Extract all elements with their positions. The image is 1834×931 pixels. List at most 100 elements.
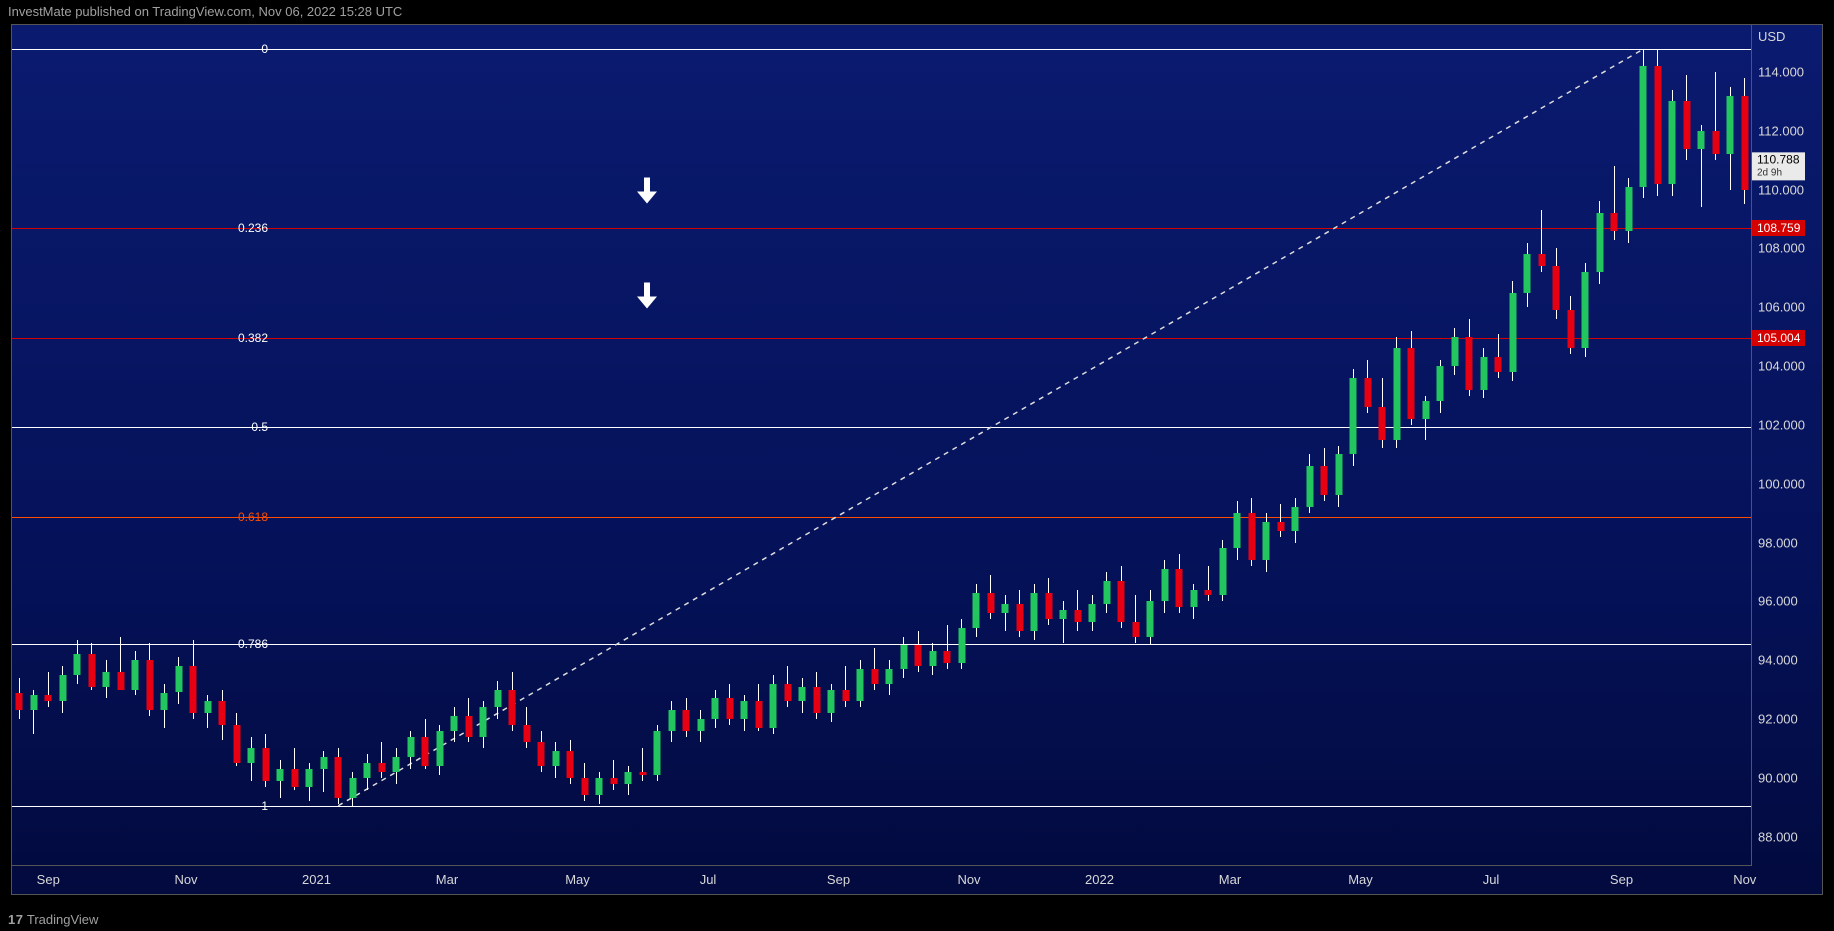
candle-body (1379, 407, 1386, 439)
footer-branding: 17 TradingView (8, 912, 98, 927)
x-tick-label: Nov (174, 872, 197, 887)
candle-body (915, 645, 922, 666)
candle-body (1335, 454, 1342, 495)
candle-body (364, 763, 371, 778)
candle-body (900, 645, 907, 669)
candle-body (712, 698, 719, 719)
candle-wick (642, 748, 643, 780)
candle-body (973, 593, 980, 628)
candle-body (320, 757, 327, 769)
fib-label: 0.618 (238, 510, 272, 524)
x-tick-label: 2022 (1085, 872, 1114, 887)
candle-body (1219, 548, 1226, 595)
candle-body (567, 751, 574, 777)
candle-wick (1208, 566, 1209, 601)
candle-body (596, 778, 603, 796)
candle-body (799, 687, 806, 702)
candle-body (784, 684, 791, 702)
candle-body (639, 772, 646, 775)
candle-body (422, 737, 429, 766)
fib-line (12, 338, 1752, 339)
candle-body (668, 710, 675, 731)
y-tick-label: 92.000 (1758, 711, 1798, 726)
candle-body (1611, 213, 1618, 231)
candle-body (1031, 593, 1038, 631)
candle-body (1016, 604, 1023, 630)
candle-body (1161, 569, 1168, 601)
candle-body (74, 654, 81, 675)
candle-body (436, 731, 443, 766)
candle-body (175, 666, 182, 692)
candle-body (1553, 266, 1560, 310)
candle-body (248, 748, 255, 763)
candle-body (1364, 378, 1371, 407)
x-tick-label: Jul (1483, 872, 1500, 887)
candle-body (1306, 466, 1313, 507)
candle-body (117, 672, 124, 690)
candle-body (842, 690, 849, 702)
candle-body (1277, 522, 1284, 531)
y-tick-label: 104.000 (1758, 359, 1805, 374)
candle-body (987, 593, 994, 614)
candle-body (726, 698, 733, 719)
candle-body (1118, 581, 1125, 622)
candle-body (1640, 66, 1647, 187)
candle-body (480, 707, 487, 736)
candle-body (1495, 357, 1502, 372)
candle-body (770, 684, 777, 728)
fib-line (12, 49, 1752, 50)
candle-body (161, 693, 168, 711)
candle-body (1089, 604, 1096, 622)
candle-body (1248, 513, 1255, 560)
x-tick-label: Jul (700, 872, 717, 887)
y-tick-label: 110.000 (1758, 182, 1804, 197)
candle-body (1190, 590, 1197, 608)
x-tick-label: Nov (1733, 872, 1756, 887)
candle-body (741, 701, 748, 719)
candle-body (1234, 513, 1241, 548)
fib-label: 0.5 (251, 420, 272, 434)
x-tick-label: Sep (1610, 872, 1633, 887)
candle-body (1712, 131, 1719, 155)
fib-line (12, 427, 1752, 428)
fib-price-tag: 105.004 (1752, 330, 1805, 346)
fib-price-tag: 108.759 (1752, 220, 1805, 236)
candle-body (349, 778, 356, 799)
plot-area[interactable]: 00.2360.3820.50.6180.7861 (12, 25, 1752, 866)
x-tick-label: May (1348, 872, 1373, 887)
candle-body (538, 742, 545, 766)
candle-body (1654, 66, 1661, 184)
y-tick-label: 96.000 (1758, 594, 1798, 609)
candle-body (552, 751, 559, 766)
candle-body (1074, 610, 1081, 622)
candle-body (1350, 378, 1357, 454)
candle-body (683, 710, 690, 731)
candle-wick (48, 672, 49, 707)
candle-wick (1280, 504, 1281, 536)
candle-body (610, 778, 617, 784)
candle-body (1408, 348, 1415, 419)
y-tick-label: 100.000 (1758, 476, 1805, 491)
fib-label: 0.236 (238, 221, 272, 235)
candle-body (958, 628, 965, 663)
candle-body (1596, 213, 1603, 272)
candle-body (828, 690, 835, 714)
y-tick-label: 90.000 (1758, 770, 1798, 785)
candle-body (16, 693, 23, 711)
footer-label: TradingView (27, 912, 99, 927)
y-tick-label: 94.000 (1758, 653, 1798, 668)
candle-body (1147, 601, 1154, 636)
candle-body (1509, 293, 1516, 372)
fib-label: 0.786 (238, 637, 272, 651)
candle-body (523, 725, 530, 743)
candle-body (30, 695, 37, 710)
candle-body (45, 695, 52, 701)
candle-body (1002, 604, 1009, 613)
candle-body (262, 748, 269, 780)
candle-wick (613, 760, 614, 789)
y-tick-label: 98.000 (1758, 535, 1798, 550)
candle-body (1727, 96, 1734, 155)
candle-body (871, 669, 878, 684)
candle-body (929, 651, 936, 666)
y-tick-label: 112.000 (1758, 123, 1804, 138)
